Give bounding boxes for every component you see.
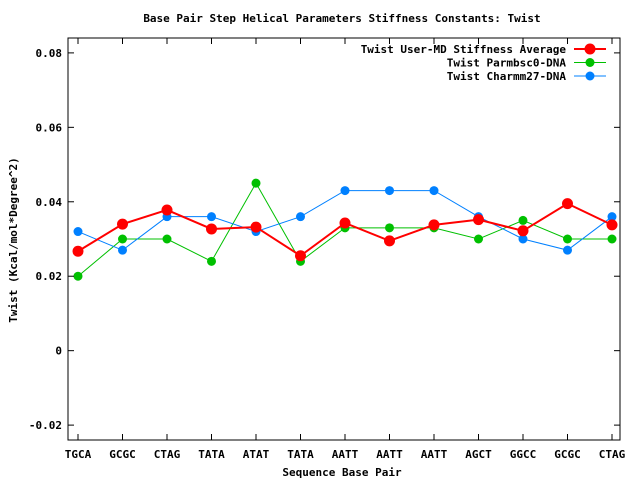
x-tick-label: ATAT	[243, 448, 270, 461]
data-point	[251, 178, 261, 188]
axes: -0.02 0 0.02 0.04 0.06 0.08 TGCA GCGC CTAG TATA AT…	[29, 37, 626, 461]
data-point	[118, 245, 127, 255]
data-point	[473, 214, 484, 226]
x-tick-label: CTAG	[154, 448, 181, 461]
data-point	[562, 198, 573, 210]
data-point	[429, 186, 439, 196]
x-tick-label: GGCC	[510, 448, 537, 461]
legend-label: Twist User-MD Stiffness Average	[361, 43, 567, 56]
legend-swatch-marker	[584, 43, 596, 55]
legend-label: Twist Parmbsc0-DNA	[447, 57, 567, 70]
data-point	[339, 217, 351, 229]
y-axis-label: Twist (Kcal/mol*Degree^2)	[7, 157, 20, 323]
data-point	[517, 225, 529, 237]
x-tick-label: AGCT	[465, 448, 492, 461]
data-point	[563, 245, 572, 255]
data-point	[207, 256, 216, 266]
data-point	[207, 212, 216, 222]
data-point	[161, 204, 173, 216]
x-tick-label: TGCA	[65, 448, 92, 461]
x-tick-label: TATA	[287, 448, 314, 461]
data-point	[162, 234, 172, 244]
x-tick-label: GCGC	[109, 448, 136, 461]
data-point	[117, 218, 128, 230]
x-tick-label: AATT	[376, 448, 403, 461]
legend-label: Twist Charmm27-DNA	[447, 70, 567, 83]
data-point	[606, 219, 618, 231]
data-point	[295, 250, 306, 262]
data-point	[518, 215, 528, 225]
data-point	[384, 235, 395, 247]
y-tick-label: 0.08	[36, 47, 63, 60]
data-point	[206, 223, 217, 235]
data-point	[250, 221, 262, 233]
data-point	[563, 234, 572, 244]
data-point	[607, 212, 617, 222]
y-tick-label: 0.04	[36, 196, 63, 209]
data-point	[474, 234, 483, 244]
data-point	[607, 234, 617, 244]
data-point	[340, 186, 350, 196]
x-tick-label: GCGC	[554, 448, 581, 461]
data-point	[73, 271, 83, 281]
x-tick-label: CTAG	[599, 448, 626, 461]
data-point	[385, 186, 394, 196]
x-tick-label: TATA	[198, 448, 225, 461]
y-tick-label: 0.02	[36, 270, 63, 283]
y-tick-label: 0	[55, 345, 62, 358]
data-point	[385, 223, 394, 233]
chart-title: Base Pair Step Helical Parameters Stiffn…	[143, 12, 540, 25]
plot-frame	[67, 37, 621, 441]
data-point	[73, 227, 83, 237]
data-point	[296, 212, 305, 222]
plot-area	[72, 178, 618, 281]
x-axis-label: Sequence Base Pair	[282, 466, 402, 479]
legend-swatch-marker	[585, 58, 595, 67]
legend-swatch-marker	[585, 71, 595, 81]
y-tick-label: 0.06	[36, 121, 63, 134]
data-point	[428, 219, 440, 231]
data-point	[118, 234, 127, 244]
x-tick-label: AATT	[421, 448, 448, 461]
y-tick-label: -0.02	[29, 419, 62, 432]
data-point	[72, 245, 84, 257]
data-point	[518, 234, 528, 244]
x-tick-label: AATT	[332, 448, 359, 461]
